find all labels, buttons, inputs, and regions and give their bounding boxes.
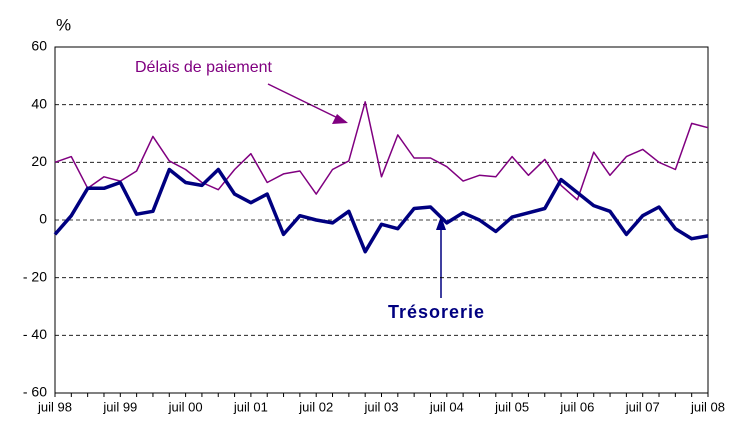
- x-tick-label: juil 99: [102, 399, 137, 414]
- series-label: Trésorerie: [388, 302, 485, 322]
- y-unit: %: [56, 15, 71, 34]
- y-tick-label: - 40: [23, 326, 47, 342]
- annotation-arrow: [267, 83, 347, 123]
- x-tick-label: juil 04: [429, 399, 464, 414]
- x-tick-label: juil 06: [559, 399, 594, 414]
- series-label: Délais de paiement: [135, 59, 273, 76]
- arrowhead: [436, 216, 446, 230]
- y-tick-label: - 60: [23, 384, 47, 400]
- x-tick-label: juil 08: [690, 399, 725, 414]
- y-tick-label: 40: [31, 95, 47, 111]
- x-tick-label: juil 05: [494, 399, 529, 414]
- arrowhead: [332, 114, 348, 124]
- x-tick-label: juil 00: [168, 399, 203, 414]
- x-tick-label: juil 03: [364, 399, 399, 414]
- y-tick-label: 60: [31, 38, 47, 54]
- series-line: [54, 101, 709, 201]
- x-tick-label: juil 98: [37, 399, 72, 414]
- x-tick-label: juil 01: [233, 399, 268, 414]
- series-line: [53, 167, 709, 254]
- x-tick-label: juil 07: [625, 399, 660, 414]
- x-tick-label: juil 02: [298, 399, 333, 414]
- y-tick-label: 20: [31, 153, 47, 169]
- y-tick-label: 0: [39, 211, 47, 227]
- y-tick-label: - 20: [23, 268, 47, 284]
